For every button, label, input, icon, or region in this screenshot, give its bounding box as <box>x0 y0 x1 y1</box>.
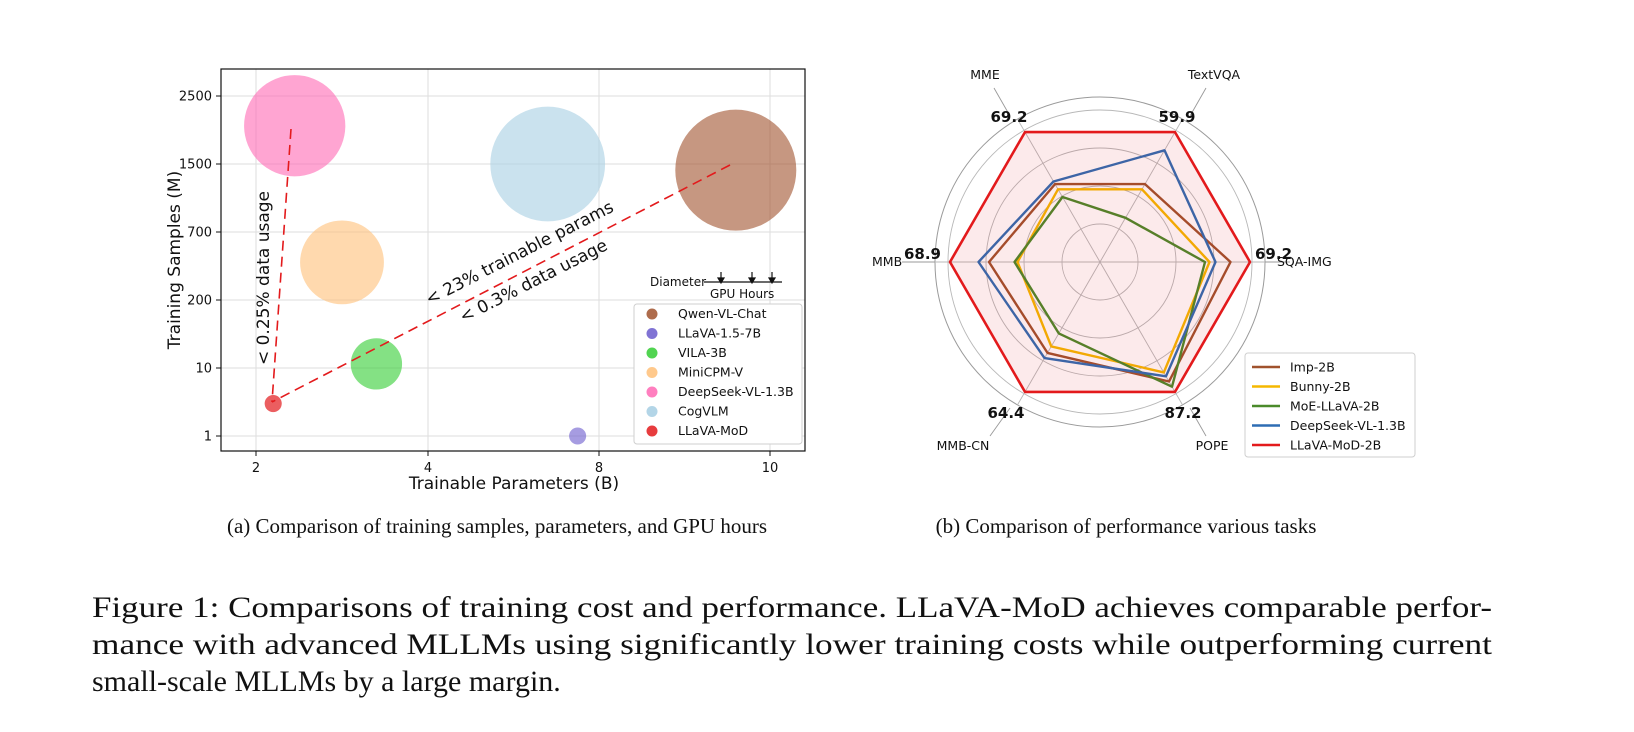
legend-marker-llava-1-5-7b <box>646 328 658 339</box>
size-key-arrows <box>716 272 777 285</box>
radar-max-value-textvqa: 59.9 <box>1158 108 1195 126</box>
radar-max-value-mmb-cn: 64.4 <box>987 404 1024 422</box>
arrow-line-trainable-params <box>271 164 731 403</box>
size-key-label: Diameter <box>650 275 706 289</box>
scatter-x-tick-label: 8 <box>595 461 603 476</box>
radar-legend-items: Imp-2B Bunny-2B MoE-LLaVA-2B DeepSeek-VL-1.… <box>1252 360 1406 453</box>
radar-axis-label-textvqa: TextVQA <box>1187 67 1241 82</box>
radar-legend-label-imp-2b: Imp-2B <box>1290 360 1335 375</box>
annotation-data-usage-vertical: < 0.25% data usage <box>254 191 274 365</box>
legend-label-cogvlm: CogVLM <box>678 404 729 419</box>
radar-chart: TextVQA MME MMB MMB-CN POPE SQA-IMG 59.9 69.2 6… <box>872 67 1416 458</box>
legend-label-llava-mod: LLaVA-MoD <box>678 423 748 438</box>
scatter-legend: Qwen-VL-Chat LLaVA-1.5-7B VILA-3B MiniCPM-V… <box>633 303 803 445</box>
radar-axis-label-mme: MME <box>970 67 1000 82</box>
subcaption-b: (b) Comparison of performance various ta… <box>936 514 1317 538</box>
legend-marker-llava-mod <box>646 425 658 437</box>
radar-legend-box <box>1244 352 1416 458</box>
legend-label-deepseek-vl-1-3b: DeepSeek-VL-1.3B <box>678 384 794 399</box>
scatter-x-tick-label: 4 <box>424 461 432 476</box>
arrow-line-data-usage <box>271 128 292 403</box>
scatter-y-axis-label: Training Samples (M) <box>165 171 185 350</box>
radar-legend-label-moe-llava-2b: MoE-LLaVA-2B <box>1290 399 1380 414</box>
radar-polygon-moe-llava-2b <box>1013 195 1207 388</box>
bubble-deepseek-vl-1-3b <box>244 75 346 177</box>
scatter-x-axis-label: Trainable Parameters (B) <box>408 474 619 494</box>
legend-marker-vila-3b <box>646 347 658 359</box>
radar-axis-label-mmb: MMB <box>872 254 902 269</box>
radar-polygon-bunny-2b <box>1016 188 1211 374</box>
scatter-y-tick-label: 700 <box>187 226 212 241</box>
bubble-vila-3b <box>350 338 403 390</box>
scatter-y-tick-label: 1 <box>204 430 212 445</box>
figure-caption-line-1: Figure 1: Comparisons of training cost a… <box>92 591 1492 624</box>
figure-caption: Figure 1: Comparisons of training cost a… <box>92 591 1493 698</box>
scatter-bubbles <box>244 75 797 445</box>
scatter-y-tick-label: 200 <box>187 294 212 309</box>
bubble-llava-1-5-7b <box>569 427 587 445</box>
scatter-plot-frame <box>220 68 806 452</box>
radar-value-labels: 59.9 69.2 68.9 64.4 87.2 69.2 <box>904 108 1292 422</box>
scatter-y-tick-label: 1500 <box>179 158 212 173</box>
figure-caption-line-2: mance with advanced MLLMs using signific… <box>92 628 1493 661</box>
radar-max-value-mme: 69.2 <box>990 108 1027 126</box>
radar-max-value-mmb: 68.9 <box>904 245 941 263</box>
size-key-sublabel: GPU Hours <box>710 287 774 301</box>
scatter-legend-items: Qwen-VL-Chat LLaVA-1.5-7B VILA-3B MiniCPM-V… <box>646 306 794 438</box>
radar-leader-textvqa <box>1189 87 1207 117</box>
bubble-cogvlm <box>490 106 606 222</box>
radar-legend-label-deepseek-vl-1-3b: DeepSeek-VL-1.3B <box>1290 418 1406 433</box>
bubble-minicpm-v <box>300 220 384 305</box>
radar-polygon-llava-mod-2b <box>948 130 1252 394</box>
legend-label-minicpm-v: MiniCPM-V <box>678 365 743 380</box>
radar-axis-label-pope: POPE <box>1196 438 1229 453</box>
radar-axis-label-mmb-cn: MMB-CN <box>937 438 990 453</box>
scatter-chart: < 0.25% data usage < 23% trainable param… <box>165 68 806 494</box>
radar-leader-mmb-cn <box>989 407 1011 437</box>
radar-legend: Imp-2B Bunny-2B MoE-LLaVA-2B DeepSeek-VL-1.… <box>1244 352 1416 458</box>
radar-spoke <box>1017 118 1101 263</box>
radar-polygon-deepseek-vl-1-3b <box>977 149 1217 378</box>
legend-label-llava-1-5-7b: LLaVA-1.5-7B <box>678 326 761 341</box>
radar-polygon-imp-2b <box>987 182 1232 383</box>
scatter-x-tick-label: 2 <box>252 461 260 476</box>
legend-label-qwen-vl-chat: Qwen-VL-Chat <box>678 306 767 321</box>
figure-caption-line-3: small-scale MLLMs by a large margin. <box>92 665 561 698</box>
legend-label-vila-3b: VILA-3B <box>678 345 727 360</box>
radar-legend-label-bunny-2b: Bunny-2B <box>1290 379 1351 394</box>
legend-marker-cogvlm <box>646 406 658 417</box>
radar-max-value-sqa-img: 69.2 <box>1255 245 1292 263</box>
radar-axis-label-sqa-img: SQA-IMG <box>1277 254 1332 269</box>
radar-leader-pope <box>1189 407 1207 437</box>
scatter-legend-box <box>633 303 803 445</box>
radar-series <box>948 130 1252 394</box>
legend-marker-minicpm-v <box>646 367 658 378</box>
scatter-y-tick-label: 2500 <box>179 90 212 105</box>
scatter-y-tick-label: 10 <box>195 362 212 377</box>
radar-axis-labels: TextVQA MME MMB MMB-CN POPE SQA-IMG <box>872 67 1332 453</box>
bubble-qwen-vl-chat <box>675 109 797 231</box>
size-key: Diameter GPU Hours <box>650 272 782 301</box>
scatter-x-tick-label: 10 <box>762 461 779 476</box>
bubble-llava-mod <box>264 394 282 413</box>
radar-legend-label-llava-mod-2b: LLaVA-MoD-2B <box>1290 438 1381 453</box>
legend-marker-qwen-vl-chat <box>646 308 658 320</box>
scatter-annotation-arrows <box>271 128 731 403</box>
subcaption-a: (a) Comparison of training samples, para… <box>227 514 767 538</box>
radar-spoke <box>1099 118 1183 263</box>
scatter-x-ticks: 2 4 8 10 <box>252 451 778 476</box>
legend-marker-deepseek-vl-1-3b <box>646 386 658 398</box>
radar-leader-mme <box>993 87 1011 117</box>
radar-max-value-pope: 87.2 <box>1164 404 1201 422</box>
scatter-y-ticks: 1 10 200 700 1500 2500 <box>179 90 221 445</box>
